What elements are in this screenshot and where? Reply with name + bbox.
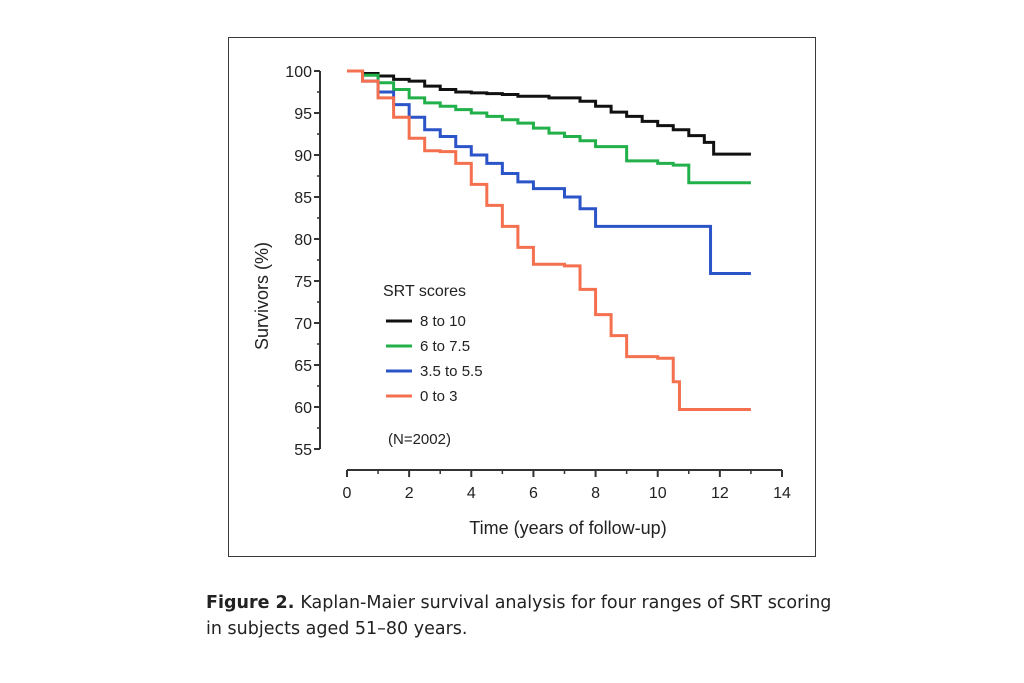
y-tick-label: 95 [294, 106, 312, 123]
y-tick-label: 100 [285, 64, 312, 81]
series-line-0 [347, 69, 751, 156]
x-tick-label: 2 [405, 485, 414, 502]
series-line-3 [347, 69, 751, 412]
sample-size-annotation: (N=2002) [388, 431, 451, 448]
y-tick-label: 65 [294, 358, 312, 375]
legend-label-1: 6 to 7.5 [420, 338, 470, 355]
legend-title: SRT scores [383, 283, 466, 300]
x-tick-label: 8 [591, 485, 600, 502]
y-axis-title: Survivors (%) [252, 242, 272, 350]
y-tick-label: 80 [294, 232, 312, 249]
x-axis: 0 2 4 6 8 10 12 14 [343, 469, 791, 502]
x-tick-label: 10 [649, 485, 667, 502]
figure-caption: Figure 2. Kaplan-Maier survival analysis … [206, 590, 846, 642]
x-tick-label: 14 [773, 485, 791, 502]
x-axis-title: Time (years of follow-up) [469, 518, 666, 538]
y-tick-label: 90 [294, 148, 312, 165]
legend-label-0: 8 to 10 [420, 313, 466, 330]
survival-chart: 55 60 65 70 75 80 85 90 95 100 0 2 4 6 8 10 12 14 Time (… [252, 64, 791, 538]
y-tick-label: 55 [294, 442, 312, 459]
caption-text: Kaplan-Maier survival analysis for four … [206, 593, 832, 639]
y-tick-label: 70 [294, 316, 312, 333]
legend: SRT scores 8 to 10 6 to 7.5 3.5 to 5.5 0 to… [383, 283, 483, 405]
legend-label-3: 0 to 3 [420, 388, 458, 405]
y-axis: 55 60 65 70 75 80 85 90 95 100 [285, 64, 321, 459]
y-tick-label: 85 [294, 190, 312, 207]
series-line-2 [347, 69, 751, 275]
y-tick-label: 60 [294, 400, 312, 417]
x-tick-label: 6 [529, 485, 538, 502]
series-layer [347, 69, 751, 412]
x-tick-label: 4 [467, 485, 476, 502]
y-tick-label: 75 [294, 274, 312, 291]
caption-label: Figure 2. [206, 593, 295, 613]
series-line-1 [347, 69, 751, 185]
x-tick-label: 0 [343, 485, 352, 502]
legend-label-2: 3.5 to 5.5 [420, 363, 483, 380]
x-tick-label: 12 [711, 485, 729, 502]
